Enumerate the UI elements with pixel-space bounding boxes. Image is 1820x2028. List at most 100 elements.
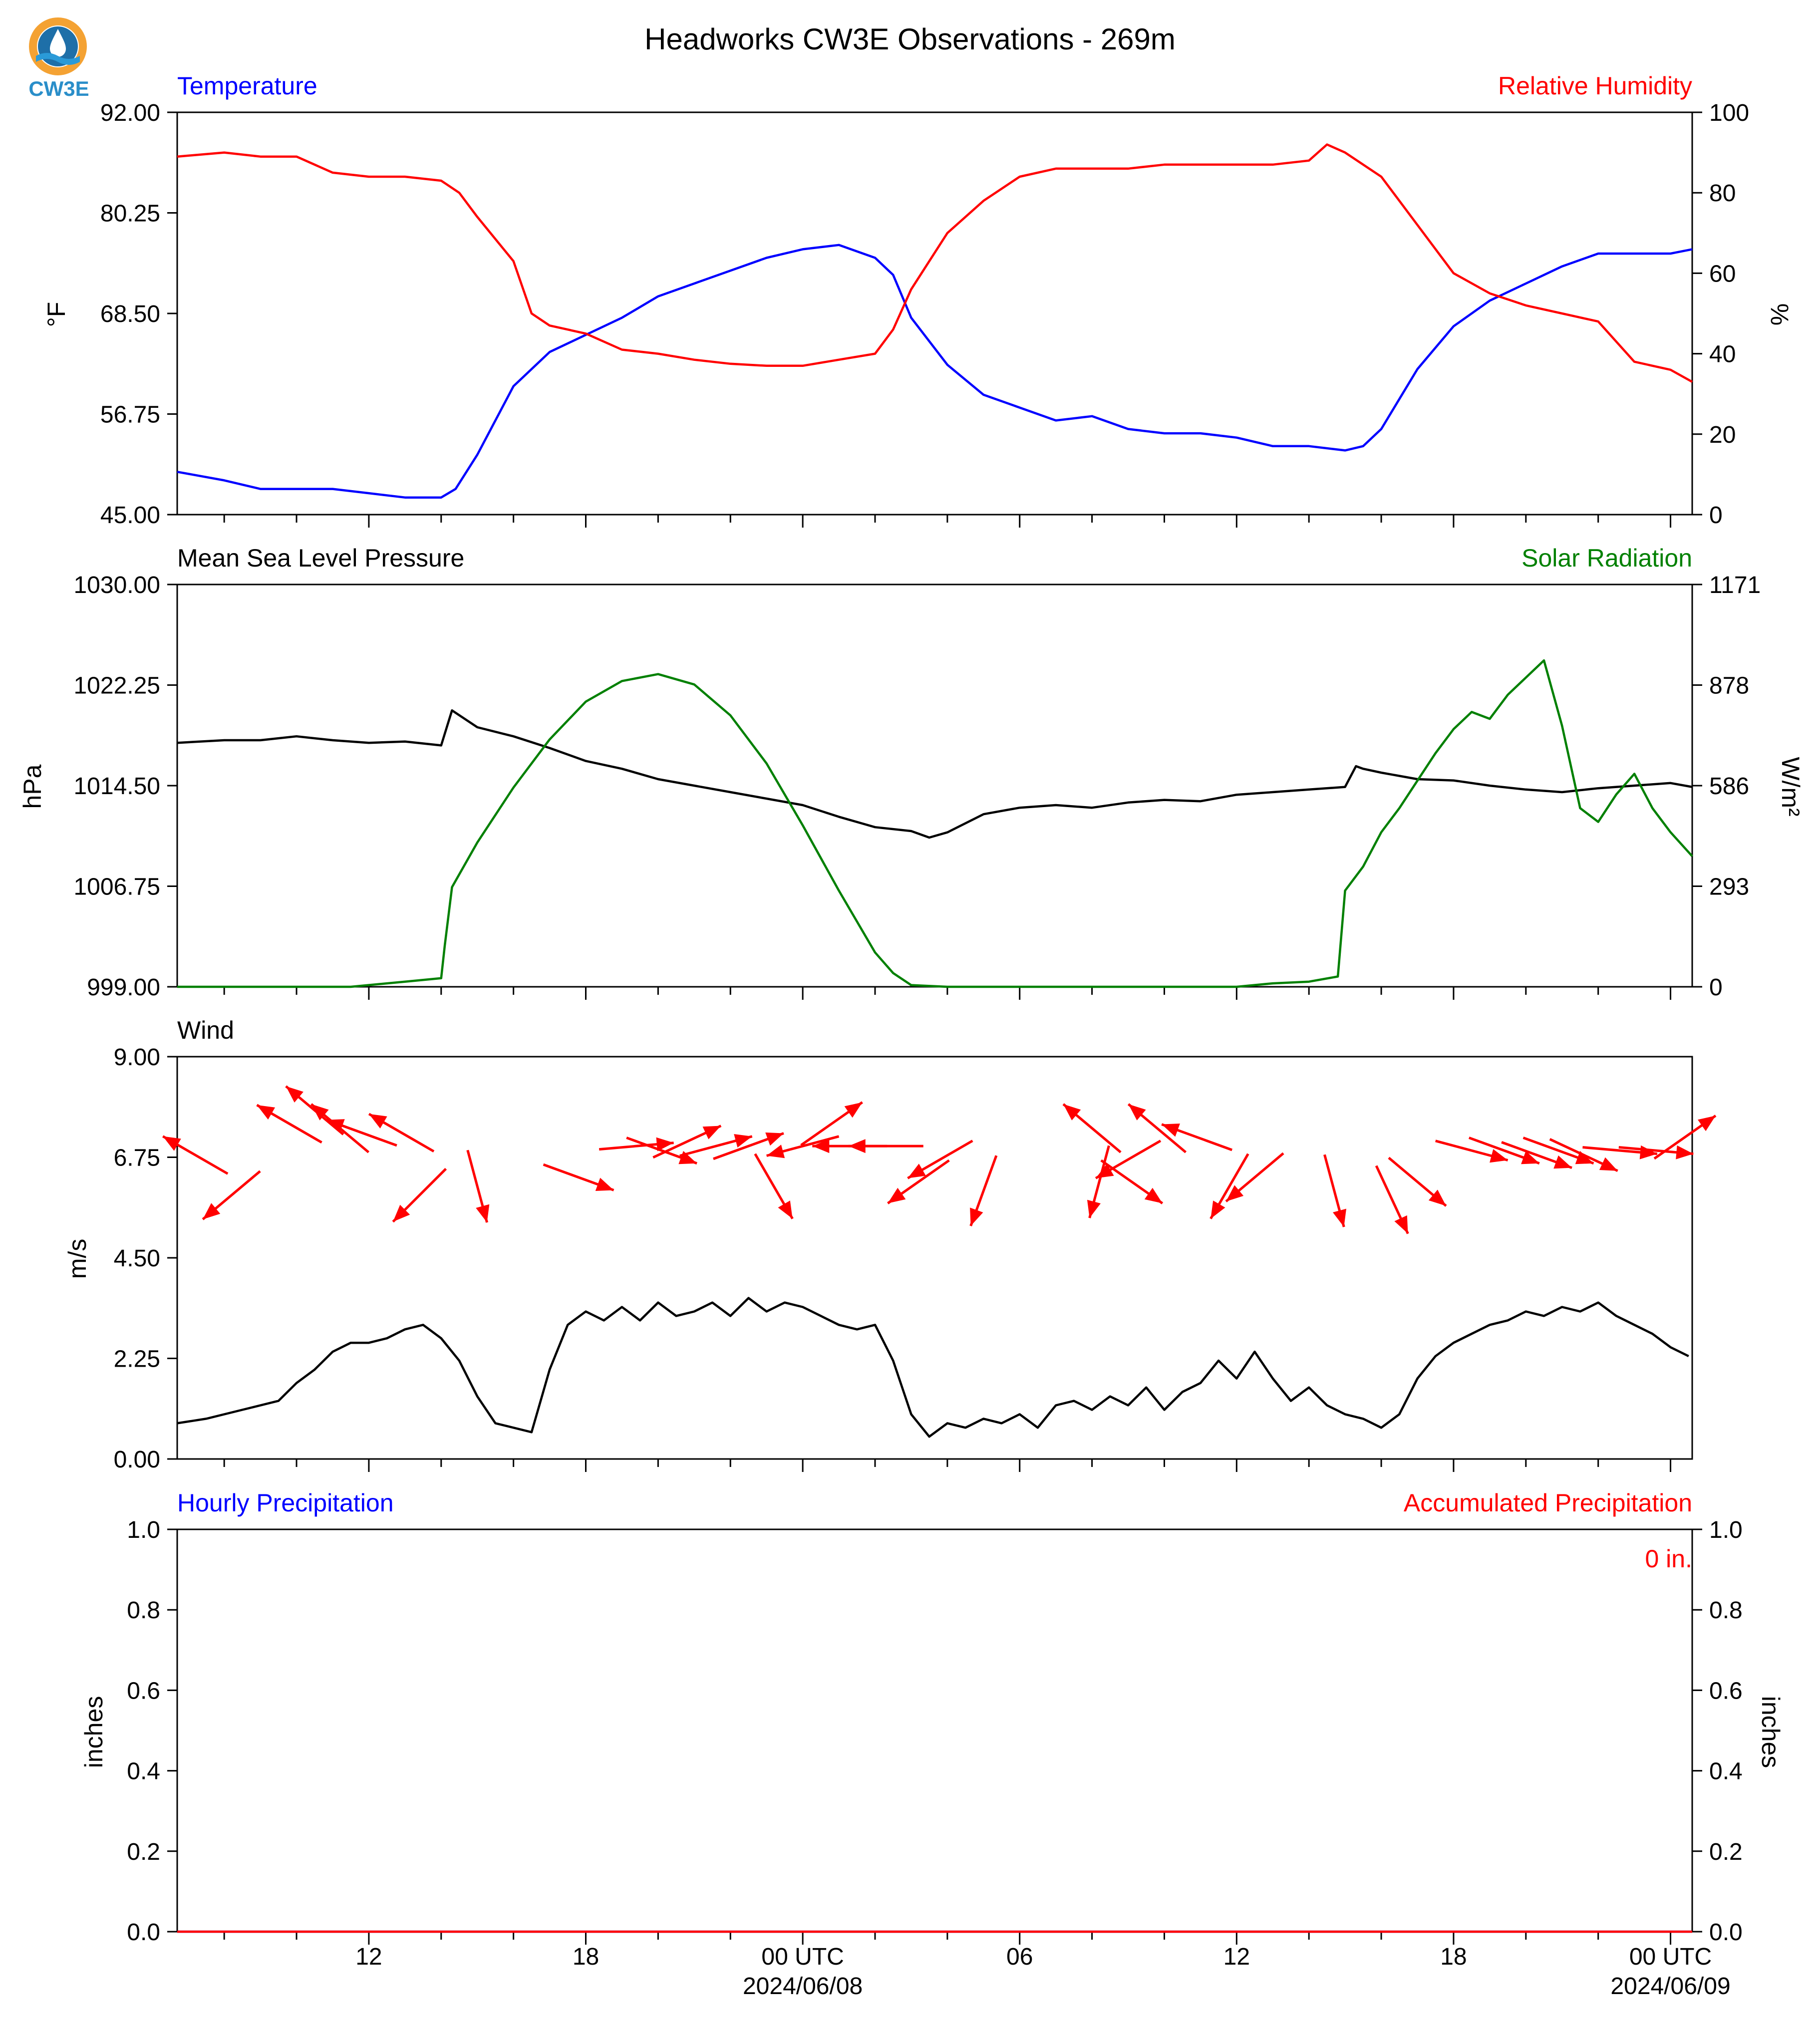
- series-line-0-0: [177, 244, 1693, 499]
- wind-arrow-1: [202, 1170, 261, 1220]
- series-line-1-1: [177, 659, 1693, 988]
- panel4-ylabel-right: inches: [1757, 1696, 1785, 1768]
- y-tick-label-right: 0.8: [1709, 1597, 1743, 1624]
- plot-frame-3: [176, 1528, 1693, 1933]
- wind-arrow-30: [1225, 1152, 1284, 1202]
- panel4-left-title: Hourly Precipitation: [177, 1489, 394, 1517]
- y-tick-label-left: 68.50: [100, 301, 160, 327]
- x-date-label: 2024/06/08: [743, 1973, 863, 2000]
- wind-arrow-7: [392, 1167, 447, 1223]
- plot-frame-2: [176, 1056, 1693, 1460]
- y-tick-label-right: 1171: [1709, 572, 1761, 598]
- wind-arrow-26: [1095, 1140, 1162, 1179]
- y-tick-label-left: 1022.25: [73, 673, 160, 699]
- y-tick-label-right: 0.0: [1709, 1919, 1743, 1946]
- logo-text: CW3E: [28, 77, 89, 100]
- y-tick-label-left: 1014.50: [73, 773, 160, 800]
- panel1-right-title: Relative Humidity: [1498, 72, 1692, 100]
- x-tick-label: 12: [1223, 1944, 1250, 1970]
- y-tick-label-right: 0.2: [1709, 1839, 1743, 1865]
- panel3-left-title: Wind: [177, 1016, 234, 1044]
- y-tick-label-right: 878: [1709, 673, 1749, 699]
- y-tick-label-right: 60: [1709, 261, 1736, 287]
- y-tick-label-left: 80.25: [100, 201, 160, 227]
- cw3e-logo: CW3E: [28, 17, 89, 100]
- y-tick-label-left: 0.00: [114, 1447, 160, 1473]
- y-tick-label-left: 56.75: [100, 402, 160, 428]
- wind-arrow-40: [1618, 1145, 1694, 1159]
- wind-arrow-15: [754, 1153, 794, 1219]
- series-line-0-1: [177, 143, 1693, 383]
- x-date-label: 2024/06/09: [1610, 1973, 1730, 2000]
- wind-arrow-25: [1100, 1159, 1164, 1204]
- logo-ring: [29, 17, 87, 75]
- wind-arrow-29: [1210, 1153, 1249, 1219]
- y-tick-label-right: 293: [1709, 874, 1749, 900]
- wind-arrow-14: [713, 1132, 784, 1160]
- panel1-left-title: Temperature: [177, 72, 317, 100]
- panel-pressure-solar: Mean Sea Level Pressure Solar Radiation …: [18, 544, 1805, 1001]
- x-tick-label: 00 UTC: [761, 1944, 844, 1970]
- y-tick-label-left: 45.00: [100, 502, 160, 529]
- y-tick-label-right: 40: [1709, 341, 1736, 368]
- panel4-right-title: Accumulated Precipitation: [1404, 1489, 1692, 1517]
- y-tick-label-left: 0.6: [127, 1678, 160, 1704]
- panel1-ylabel-left: °F: [42, 302, 70, 327]
- y-tick-label-left: 0.0: [127, 1919, 160, 1946]
- y-tick-label-right: 100: [1709, 100, 1749, 126]
- plot-frame-1: [176, 583, 1693, 988]
- wind-arrow-41: [1653, 1115, 1717, 1160]
- y-tick-label-right: 80: [1709, 180, 1736, 207]
- plot-frame-0: [176, 111, 1693, 516]
- panel4-ylabel-left: inches: [80, 1696, 108, 1768]
- panel-temperature-humidity: Temperature Relative Humidity °F % 45.00…: [42, 72, 1794, 529]
- panel3-plot-area: 0.00 2.25 4.50 6.75 9.00: [114, 1044, 1717, 1473]
- y-tick-label-right: 0: [1709, 974, 1723, 1001]
- wind-arrow-38: [1549, 1138, 1618, 1172]
- y-tick-label-right: 0.4: [1709, 1758, 1743, 1785]
- y-tick-label-right: 0.6: [1709, 1678, 1743, 1704]
- wind-arrow-19: [848, 1139, 923, 1154]
- y-tick-label-left: 6.75: [114, 1145, 160, 1171]
- x-tick-label: 18: [1440, 1944, 1467, 1970]
- y-tick-label-left: 0.8: [127, 1597, 160, 1624]
- panel4-plot-area: 0.0 0.2 0.4 0.6 0.8 1.0 0.0 0.2 0.4 0.6 0.8 1.0: [127, 1517, 1742, 1946]
- panel-precipitation: Hourly Precipitation Accumulated Precipi…: [80, 1489, 1785, 1946]
- y-tick-label-right: 0: [1709, 502, 1723, 529]
- wind-arrow-13: [679, 1134, 753, 1157]
- panel2-ylabel-right: W/m²: [1777, 757, 1805, 816]
- x-tick-label: 00 UTC: [1629, 1944, 1712, 1970]
- y-tick-label-left: 999.00: [87, 974, 160, 1001]
- y-tick-label-left: 9.00: [114, 1044, 160, 1071]
- panel3-ylabel-left: m/s: [63, 1239, 91, 1279]
- panel1-plot-area: 45.00 56.75 68.50 80.25 92.00 0 20 40 60 80 100: [100, 100, 1749, 529]
- wind-arrow-8: [466, 1150, 490, 1223]
- panel1-ylabel-right: %: [1766, 303, 1794, 325]
- wind-arrow-2: [256, 1104, 322, 1144]
- wind-arrow-20: [887, 1159, 950, 1204]
- panel-wind: Wind m/s 0.00 2.25 4.50 6.75 9.00: [63, 1016, 1717, 1473]
- wind-arrow-33: [1388, 1157, 1447, 1207]
- wind-arrow-5: [326, 1119, 397, 1147]
- y-tick-label-left: 1006.75: [73, 874, 160, 900]
- y-tick-label-right: 1.0: [1709, 1517, 1743, 1543]
- wind-arrow-24: [1087, 1145, 1110, 1218]
- panel2-left-title: Mean Sea Level Pressure: [177, 544, 464, 572]
- wind-arrow-6: [368, 1113, 435, 1153]
- x-tick-label: 18: [573, 1944, 599, 1970]
- panel2-ylabel-left: hPa: [18, 764, 46, 809]
- page-title: Headworks CW3E Observations - 269m: [644, 22, 1176, 56]
- logo-drop-icon: [50, 29, 66, 57]
- panel2-right-title: Solar Radiation: [1521, 544, 1692, 572]
- wind-arrow-10: [599, 1137, 674, 1152]
- y-tick-label-left: 0.4: [127, 1758, 160, 1785]
- wind-arrow-21: [907, 1140, 973, 1179]
- wind-arrow-27: [1127, 1103, 1187, 1154]
- series-line-2-0: [177, 1297, 1689, 1438]
- wind-arrow-12: [652, 1125, 722, 1159]
- x-tick-label: 12: [355, 1944, 382, 1970]
- panel2-plot-area: 999.00 1006.75 1014.50 1022.25 1030.00 0 293 58…: [73, 572, 1761, 1001]
- wind-arrow-34: [1435, 1140, 1509, 1163]
- y-tick-label-left: 0.2: [127, 1839, 160, 1865]
